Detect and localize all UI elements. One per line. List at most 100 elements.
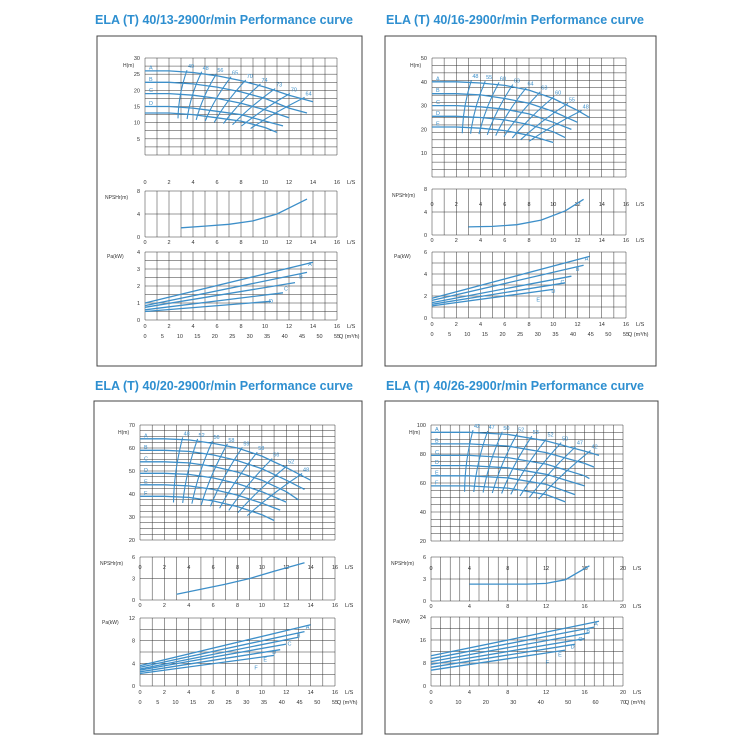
p3-head-ytick: 60	[129, 446, 135, 452]
p2-q-tick: 50	[605, 332, 611, 338]
p1-power-ytick: 2	[137, 284, 140, 290]
p1-efficiency-curve	[232, 88, 276, 126]
p3-head-label-A: A	[144, 433, 148, 439]
p3-head-ytick: 70	[129, 423, 135, 429]
p4-head-ylabel: H(m)	[409, 430, 420, 436]
p3-head-label-D: D	[144, 468, 148, 474]
p3-q-tick: 40	[279, 700, 285, 706]
p2-q-tick: 0	[430, 332, 433, 338]
p4-npsh-ytick: 6	[423, 555, 426, 561]
p4-efficiency-label: 47	[577, 440, 583, 446]
p4-npsh-xtick: 8	[506, 604, 509, 610]
p2-power-series-E	[431, 288, 554, 307]
p4-q-tick: 20	[483, 700, 489, 706]
p3-npsh-xtick: 16	[332, 603, 338, 609]
panel-title-2: ELA (T) 40/16-2900r/min Performance curv…	[386, 13, 644, 27]
p1-q-tick: 40	[282, 334, 288, 340]
p4-head-label-B: B	[435, 438, 439, 444]
p4-q-tick: 30	[510, 700, 516, 706]
p3-npsh-ytick: 3	[132, 577, 135, 583]
p2-npsh-xtick: 12	[574, 238, 580, 244]
p1-efficiency-label: 40	[188, 64, 194, 70]
p1-head-series-A	[145, 70, 314, 103]
p4-power-series-D	[430, 637, 585, 666]
p1-head-label-A: A	[149, 65, 153, 71]
p1-power-xtick: 8	[239, 324, 242, 330]
p2-efficiency-curve	[486, 84, 514, 135]
p4-head-label-C: C	[435, 450, 439, 456]
p3-efficiency-curve	[191, 440, 214, 504]
p3-npsh-xtick: 4	[187, 603, 190, 609]
p1-frame	[96, 35, 363, 367]
p1-power-xlabel: L/S	[347, 324, 356, 330]
p4-q-label: Q (m³/h)	[625, 700, 646, 706]
p2-q-tick: 15	[482, 332, 488, 338]
p4-npsh-xtick: 12	[543, 604, 549, 610]
p2-npsh-ylabel: NPSHr(m)	[392, 193, 415, 199]
p1-efficiency-label: 64	[306, 91, 312, 97]
p2-power-series-C	[431, 275, 572, 304]
p1-efficiency-curve	[195, 73, 217, 121]
p2-head-ytick: 50	[421, 56, 427, 62]
p3-efficiency-label: 59	[243, 441, 249, 447]
p3-head-series-E	[140, 484, 281, 511]
p2-power-series-D	[431, 282, 566, 305]
panel-title-1: ELA (T) 40/13-2900r/min Performance curv…	[95, 13, 353, 27]
p3-head-series-A	[140, 438, 311, 481]
p2-head-ytick: 20	[421, 127, 427, 133]
p1-npsh-xtick: 4	[191, 240, 194, 246]
p3-efficiency-curve	[182, 438, 199, 503]
p1-efficiency-label: 65	[232, 71, 238, 77]
p1-npsh-curve	[180, 198, 308, 229]
p1-efficiency-curve	[204, 76, 232, 122]
p3-power-xtick: 8	[236, 690, 239, 696]
p3-power-xlabel: L/S	[345, 690, 354, 696]
p3-efficiency-label: 56	[273, 453, 279, 459]
p1-q-label: Q (m³/h)	[339, 334, 360, 340]
p4-frame	[384, 400, 659, 735]
p2-power-ytick: 4	[424, 272, 427, 278]
p4-efficiency-curve	[519, 442, 562, 497]
p2-efficiency-label: 64	[528, 81, 534, 87]
p3-npsh-xlabel: L/S	[345, 603, 354, 609]
p3-efficiency-label: 58	[258, 446, 264, 452]
p1-power-series-A	[144, 261, 314, 304]
p3-power-ylabel: Pa(kW)	[102, 620, 119, 626]
p4-head-label-A: A	[435, 427, 439, 433]
p2-q-tick: 30	[535, 332, 541, 338]
p4-npsh-ytick: 3	[423, 577, 426, 583]
p2-head-label-E: E	[436, 122, 440, 128]
p2-power-xtick: 8	[527, 322, 530, 328]
p3-head-series-B	[140, 449, 305, 490]
p2-q-label: Q (m³/h)	[628, 332, 649, 338]
p1-q-tick: 55	[334, 334, 340, 340]
p2-power-xtick: 4	[479, 322, 482, 328]
p1-power-xtick: 0	[143, 324, 146, 330]
p2-npsh-ytick: 0	[424, 233, 427, 239]
p1-efficiency-label: 70	[247, 74, 253, 80]
p3-head-ytick: 40	[129, 492, 135, 498]
p4-efficiency-label: 50	[562, 437, 568, 443]
p2-power-xtick: 6	[503, 322, 506, 328]
p2-power-xtick: 14	[599, 322, 605, 328]
p1-power-ytick: 1	[137, 301, 140, 307]
p4-npsh-curve	[469, 565, 590, 585]
p1-power-ytick: 3	[137, 267, 140, 273]
p4-q-tick: 40	[538, 700, 544, 706]
p3-efficiency-curve	[228, 458, 273, 511]
p1-power-xtick: 4	[191, 324, 194, 330]
p2-npsh-curve	[468, 198, 584, 228]
p1-head-ytick: 15	[134, 105, 140, 111]
p4-efficiency-label: 50	[503, 426, 509, 432]
p1-power-xtick: 2	[167, 324, 170, 330]
p3-efficiency-curve	[246, 473, 303, 517]
p1-npsh-xtick: 0	[143, 240, 146, 246]
p1-power-xtick: 10	[262, 324, 268, 330]
p1-npsh-xtick: 2	[167, 240, 170, 246]
p4-efficiency-curve	[538, 450, 591, 500]
p1-npsh-xtick: 14	[310, 240, 316, 246]
p2-head-series-C	[432, 104, 572, 131]
p4-power-xtick: 8	[506, 690, 509, 696]
p3-power-label-E: E	[263, 658, 267, 664]
p3-power-ytick: 0	[132, 684, 135, 690]
